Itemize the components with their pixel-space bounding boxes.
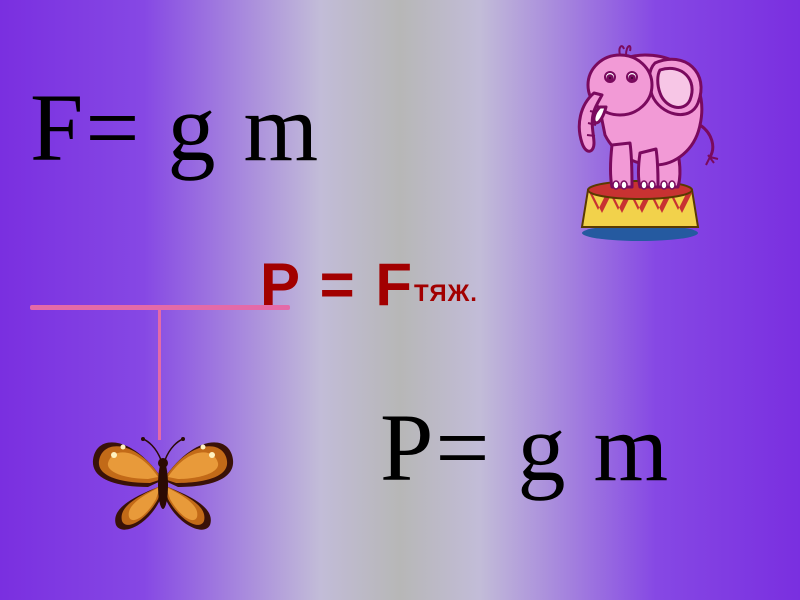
t-bar-hanger [30, 305, 290, 440]
t-bar-stem [158, 310, 161, 440]
elephant-on-stand-icon [540, 15, 740, 245]
formula-center-subscript: ТЯЖ. [414, 280, 478, 307]
butterfly-icon [88, 425, 238, 540]
formula-p-equals-gm: P= g m [380, 400, 670, 496]
formula-p-equals-f-tyazh: P = FТЯЖ. [260, 255, 478, 315]
formula-f-equals-gm: F= g m [30, 80, 320, 176]
